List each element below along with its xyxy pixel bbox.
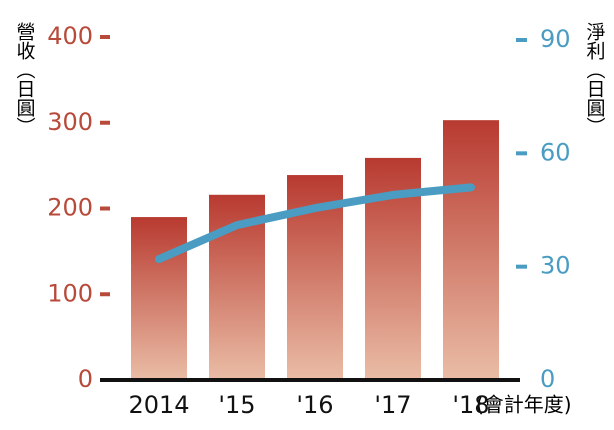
- x-tick-label: '15: [218, 391, 255, 419]
- y-tick-label: 100: [47, 279, 93, 307]
- y2-tick-label: 90: [540, 25, 571, 53]
- y2-axis-label: 淨利（日圓）: [584, 22, 606, 136]
- y-tick-label: 400: [47, 22, 93, 50]
- x-tick-label: 2014: [128, 391, 189, 419]
- x-tick-label: '18: [452, 391, 489, 419]
- x-tick-label: '17: [374, 391, 411, 419]
- bar: [443, 120, 499, 381]
- y-tick-label: 200: [47, 194, 93, 222]
- line: [155, 183, 475, 264]
- x-axis-label: (會計年度): [476, 393, 572, 417]
- y-tick-label: 0: [78, 365, 93, 393]
- x-tick-label: '16: [296, 391, 333, 419]
- y2-tick-label: 30: [540, 252, 571, 280]
- y2-tick-label: 60: [540, 138, 571, 166]
- y2-tick-label: 0: [540, 365, 555, 393]
- bar: [131, 217, 187, 380]
- y-axis-label: 營收（日圓）: [14, 22, 36, 136]
- y-tick-label: 300: [47, 108, 93, 136]
